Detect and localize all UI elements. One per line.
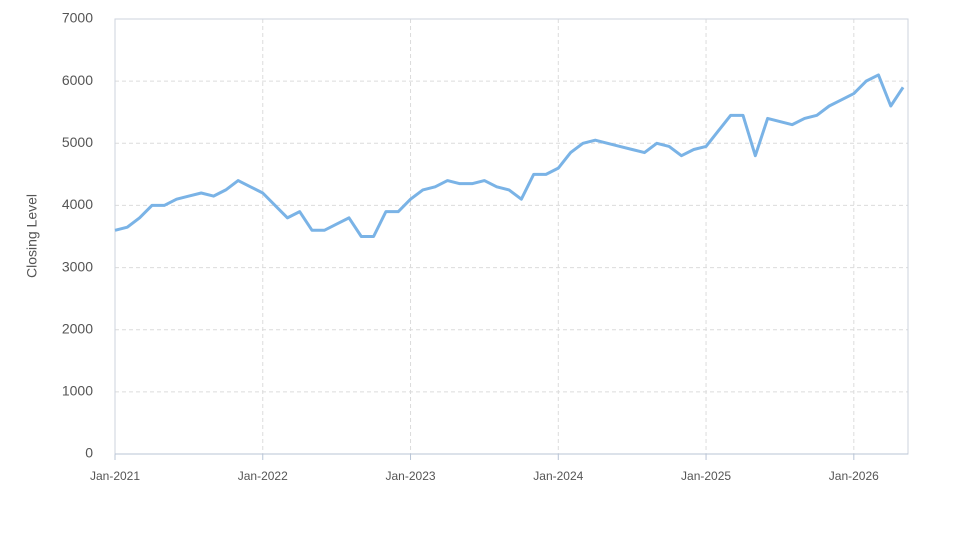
y-tick-label: 0 [85, 445, 93, 461]
x-tick-label: Jan-2024 [533, 469, 583, 483]
x-tick-label: Jan-2021 [90, 469, 140, 483]
x-tick-label: Jan-2026 [829, 469, 879, 483]
y-tick-label: 3000 [62, 258, 93, 274]
x-tick-label: Jan-2025 [681, 469, 731, 483]
y-tick-label: 2000 [62, 320, 93, 336]
line-series [114, 73, 905, 238]
x-tick-label: Jan-2023 [386, 469, 436, 483]
y-axis-label: Closing Level [24, 194, 40, 278]
y-tick-label: 1000 [62, 383, 93, 399]
plot-border [114, 18, 909, 455]
y-tick-label: 5000 [62, 134, 93, 150]
y-tick-label: 7000 [62, 10, 93, 26]
x-tick-label: Jan-2022 [238, 469, 288, 483]
y-tick-label: 6000 [62, 72, 93, 88]
y-tick-label: 4000 [62, 196, 93, 212]
